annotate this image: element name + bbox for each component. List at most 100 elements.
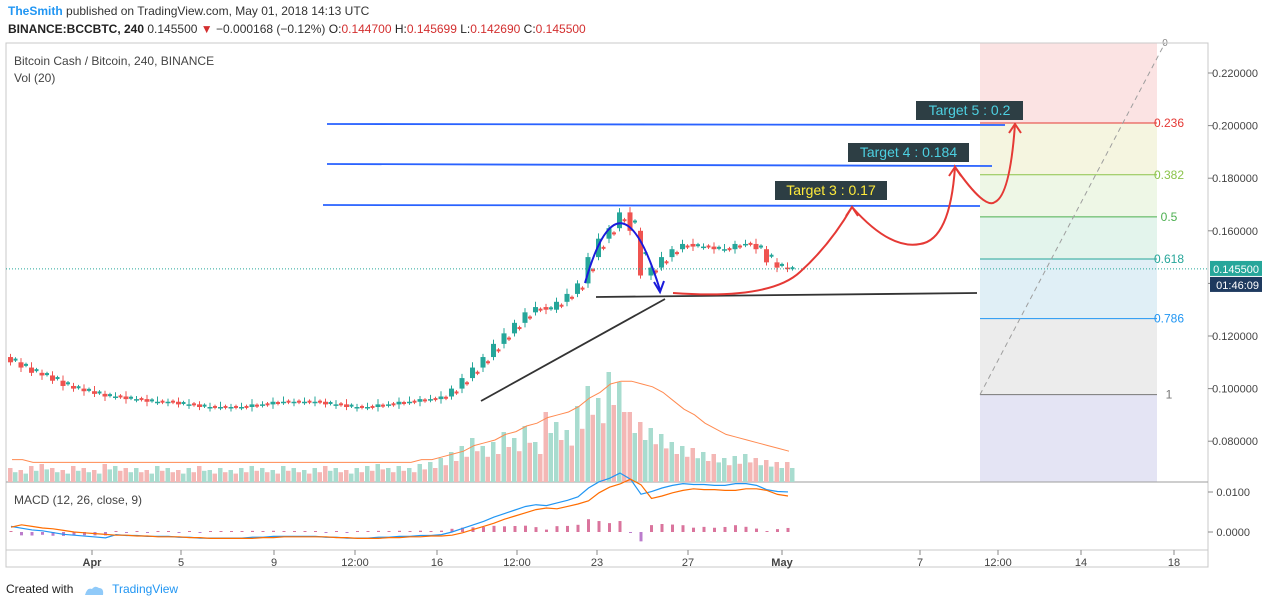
volume-bar [71, 466, 76, 482]
time-tick-label: 14 [1075, 557, 1087, 569]
time-tick-label: 18 [1168, 557, 1180, 569]
open-value: 0.144700 [341, 22, 392, 36]
volume-bar [296, 472, 301, 482]
volume-bar [774, 462, 779, 482]
symbol-label: BINANCE:BCCBTC, 240 [8, 22, 145, 36]
volume-bar [559, 440, 564, 482]
price-tick-label: 0.160000 [1212, 226, 1258, 238]
volume-bar [790, 468, 795, 482]
volume-bar [617, 382, 622, 482]
price-tick-label: 0.200000 [1212, 121, 1258, 133]
target-level-line [326, 163, 993, 167]
candle-body [155, 401, 160, 404]
volume-indicator-label[interactable]: Vol (20) [14, 71, 56, 85]
price-axis[interactable]: 0.2200000.2000000.1800000.1600000.140000… [1208, 68, 1262, 448]
volume-bar [627, 412, 632, 482]
volume-bar [727, 465, 732, 482]
candle-body [381, 404, 385, 407]
tradingview-brand[interactable]: TradingView [112, 582, 179, 596]
candle-body [748, 242, 753, 245]
macd-histogram-bar [377, 530, 380, 532]
time-tick-label: 12:00 [341, 557, 369, 569]
macd-histogram-bar [324, 532, 328, 533]
time-tick-label: 27 [682, 557, 694, 569]
candle-body [491, 343, 496, 358]
candle-body [255, 404, 259, 407]
author-name[interactable]: TheSmith [8, 4, 63, 18]
candle-body [538, 308, 543, 311]
time-tick-label: 9 [271, 557, 277, 569]
ohlc-line: BINANCE:BCCBTC, 240 0.145500 ▼ −0.000168… [8, 22, 586, 36]
price-tick-label: 0.220000 [1212, 68, 1258, 80]
price-tick-label: 0.120000 [1212, 331, 1258, 343]
candle-body [606, 228, 612, 239]
macd-histogram-bar [713, 527, 716, 532]
volume-bar [643, 440, 648, 482]
candle-body [8, 357, 13, 363]
volume-bar [13, 472, 18, 482]
fib-trend-line [979, 42, 1166, 395]
volume-bar [680, 446, 685, 482]
candle-body [706, 245, 711, 248]
candle-body [181, 402, 186, 405]
volume-bar [533, 442, 538, 482]
macd-indicator-label[interactable]: MACD (12, 26, close, 9) [14, 493, 143, 507]
macd-histogram-bar [629, 532, 632, 533]
candle-body [150, 399, 154, 402]
volume-bar [34, 470, 39, 482]
candle-body [108, 394, 112, 397]
drawings-layer[interactable]: Target 3 : 0.17 Target 4 : 0.184 Target 5 … [322, 101, 1023, 402]
volume-bar [575, 406, 580, 482]
macd-histogram-bar [261, 531, 265, 532]
candle-body [223, 405, 228, 408]
macd-histogram-bar [356, 531, 359, 532]
time-tick-label: Apr [83, 557, 103, 569]
volume-bar [506, 447, 511, 482]
macd-histogram-bar [702, 526, 706, 532]
candle-body [496, 349, 501, 352]
volume-ma-line [12, 380, 790, 463]
volume-bar [107, 469, 112, 482]
volume-bar [191, 472, 196, 482]
volume-bar [349, 473, 354, 482]
candle-body [633, 220, 637, 223]
fib-band [980, 122, 1157, 175]
macd-histogram-bar [660, 524, 664, 532]
macd-histogram-bar [755, 528, 758, 532]
macd-histogram-bar [282, 531, 286, 532]
candle-body [465, 382, 469, 385]
candle-body [459, 378, 465, 389]
macd-histogram-bar [534, 527, 538, 532]
candle-body [344, 404, 349, 408]
fib-level-label: 0.382 [1154, 168, 1184, 182]
candle-body [160, 400, 165, 403]
volume-bar [548, 433, 553, 482]
volume-bar [65, 473, 70, 482]
volume-bar [233, 473, 238, 482]
candle-body [512, 322, 517, 334]
candle-body [13, 358, 18, 361]
candle-body [701, 246, 706, 249]
volume-bar [753, 458, 758, 482]
time-axis[interactable]: Apr 5 9 12:00 16 12:00 23 27 May 7 12:00 14 18 [83, 550, 1181, 569]
volume-bar [433, 468, 438, 482]
macd-histogram-bar [135, 531, 139, 532]
macd-histogram-bar [198, 532, 202, 533]
candle-body [685, 245, 690, 248]
volume-bar [354, 468, 359, 482]
arrow-up-icon [948, 165, 962, 177]
candle-body [454, 391, 459, 394]
macd-histogram-bar [576, 524, 580, 532]
macd-pane [9, 472, 790, 542]
candle-body [764, 249, 769, 263]
volume-bar [270, 470, 275, 482]
target-level-line [322, 204, 981, 207]
candle-body [475, 371, 480, 374]
time-tick-label: 12:00 [984, 557, 1012, 569]
fib-level-label: 1 [1166, 388, 1173, 402]
macd-histogram-bar [156, 531, 160, 532]
macd-histogram-bar [314, 531, 317, 532]
candle-body [339, 403, 343, 406]
